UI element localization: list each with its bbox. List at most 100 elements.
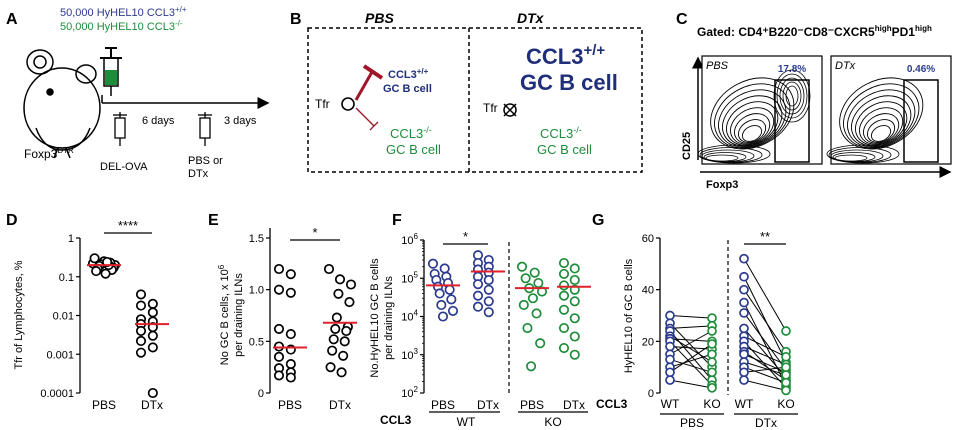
contour-line <box>826 144 900 164</box>
x-tick-label: KO <box>703 397 720 411</box>
data-point <box>526 361 537 372</box>
b-tfr-label: Tfr <box>315 97 330 111</box>
data-point <box>558 322 570 334</box>
panel-letter: F <box>392 212 402 229</box>
row-label: CCL3 <box>596 397 628 411</box>
y-tick-label: 102 <box>401 385 418 400</box>
panel-d: D 1 0.1 0.01 0.001 0.0001 PBS DTx **** Tfr of Lym… <box>6 212 169 412</box>
data-point <box>135 347 147 358</box>
b-right-ko-ccl3: CCL3-/- <box>540 125 582 141</box>
data-point-wt <box>739 349 749 360</box>
data-point <box>285 359 296 370</box>
data-point <box>273 341 285 352</box>
data-point <box>334 274 346 285</box>
data-point-wt <box>739 375 749 385</box>
data-point <box>344 297 355 308</box>
data-point <box>516 261 528 272</box>
contour-line <box>722 95 783 147</box>
data-point <box>569 263 580 274</box>
data-point-wt <box>665 367 675 378</box>
panel-letter-c: C <box>676 11 688 28</box>
data-point <box>447 305 459 316</box>
y-axis-label: No GC B cells, x 106 <box>217 264 231 365</box>
data-point-wt <box>739 308 749 318</box>
data-point <box>533 277 544 289</box>
pair-line <box>669 330 713 381</box>
data-point <box>434 288 445 299</box>
data-point <box>558 257 570 269</box>
pair-line <box>669 379 713 389</box>
contour-line <box>855 101 908 146</box>
y-tick-label: 103 <box>401 347 418 362</box>
data-point <box>569 313 580 324</box>
data-point <box>336 367 347 378</box>
x-tick-label: DTx <box>141 398 163 412</box>
contour-line <box>737 119 767 143</box>
contour-line <box>773 69 811 123</box>
y-tick-label: 0.001 <box>46 349 74 361</box>
pair-line <box>743 335 787 358</box>
y-axis-label-line2: per draining ILNs <box>383 276 395 360</box>
flow-plot-frame <box>830 55 952 165</box>
data-point <box>520 273 531 284</box>
contour-line <box>714 83 791 149</box>
b-left-ko-ccl3: CCL3-/- <box>390 125 432 141</box>
contour-line <box>785 85 799 107</box>
x-tick-label: DTx <box>329 398 351 412</box>
contour-line <box>741 125 763 142</box>
data-point-wt <box>665 310 675 321</box>
data-point <box>328 334 339 345</box>
pair-line <box>743 346 787 366</box>
contour-line <box>832 152 876 162</box>
contour-line <box>779 77 805 115</box>
data-point <box>147 298 158 309</box>
flow-plot-label: DTx <box>835 60 856 72</box>
contour-line <box>726 101 779 146</box>
data-point-ko <box>707 382 717 393</box>
x-tick-label: DTx <box>563 398 585 412</box>
data-point <box>427 258 439 269</box>
data-point <box>333 288 344 299</box>
data-point <box>444 284 455 295</box>
y-axis-label: Tfr of Lymphocytes, % <box>13 260 25 369</box>
data-point <box>341 325 352 337</box>
panel-letter: D <box>6 212 18 229</box>
data-point-ko <box>781 351 791 362</box>
panel-a: A 50,000 HyHEL10 CCL3+/+ 50,000 HyHEL10 … <box>6 5 270 180</box>
contour-line <box>866 119 896 143</box>
data-point <box>437 311 449 322</box>
pair-line <box>743 353 787 373</box>
y-tick-label: 0.01 <box>53 311 74 323</box>
b-right-wt-gc: GC B cell <box>520 70 618 95</box>
flow-plots: PBS 17.8% DTx 0.46% <box>697 55 952 165</box>
cd25-label: CD25 <box>681 132 693 160</box>
significance-label: * <box>463 229 468 244</box>
data-point <box>483 296 494 307</box>
data-point-ko <box>781 326 791 336</box>
gate-rectangle <box>774 79 810 163</box>
data-point <box>345 279 357 290</box>
y-tick-label: 0 <box>258 388 264 400</box>
y-tick-label: 105 <box>401 270 418 285</box>
significance-label: * <box>312 225 317 240</box>
data-point-ko <box>707 349 717 360</box>
data-point <box>446 294 457 305</box>
data-point <box>327 345 338 356</box>
data-point <box>135 289 147 300</box>
contour-line <box>782 81 802 111</box>
contour-line <box>851 95 912 147</box>
b-right-wt-ccl3: CCL3+/+ <box>526 42 605 69</box>
y-tick-label: 0.0001 <box>40 388 74 400</box>
contour-line <box>830 149 884 163</box>
significance-label: ** <box>760 229 770 244</box>
data-point <box>569 296 580 307</box>
injection-2-label-line2: DTx <box>188 168 209 180</box>
data-point <box>472 290 484 301</box>
group-label: DTx <box>755 416 777 430</box>
data-point-ko <box>707 313 717 323</box>
pair-line <box>743 366 787 373</box>
data-point <box>147 307 158 318</box>
data-point-wt <box>665 375 675 385</box>
significance-label: **** <box>118 218 138 233</box>
